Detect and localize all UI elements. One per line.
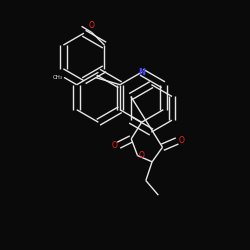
Text: O: O <box>112 141 117 150</box>
Text: O: O <box>139 151 145 160</box>
Text: O: O <box>178 136 184 145</box>
Text: N: N <box>138 68 145 77</box>
Text: CH₃: CH₃ <box>52 75 63 80</box>
Text: O: O <box>89 21 95 30</box>
